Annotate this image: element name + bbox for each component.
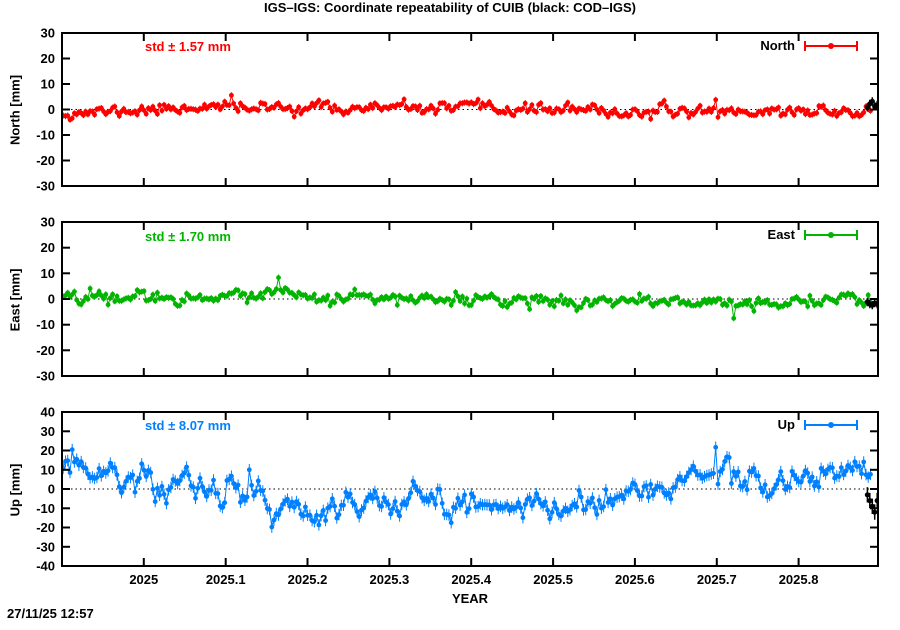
legend-label-north: North [760, 38, 795, 53]
ytick-label: -20 [36, 153, 55, 168]
xtick-label: 2025.2 [288, 572, 328, 587]
ytick-label: -10 [36, 128, 55, 143]
ytick-label: -20 [36, 520, 55, 535]
ytick-label: -30 [36, 369, 55, 384]
ytick-label: -30 [36, 179, 55, 194]
ytick-label: 20 [41, 443, 55, 458]
std-annotation-north: std ± 1.57 mm [145, 39, 231, 54]
ytick-label: -20 [36, 343, 55, 358]
ytick-label: 40 [41, 405, 55, 420]
ytick-label: 0 [48, 292, 55, 307]
xtick-label: 2025 [129, 572, 158, 587]
panel-up-data [62, 441, 878, 533]
xtick-label: 2025.6 [615, 572, 655, 587]
xtick-label: 2025.1 [206, 572, 246, 587]
plot-timestamp: 27/11/25 12:57 [7, 606, 94, 621]
ytick-label: 30 [41, 215, 55, 230]
chart-title: IGS–IGS: Coordinate repeatability of CUI… [263, 0, 636, 15]
std-annotation-east: std ± 1.70 mm [145, 229, 231, 244]
ytick-label: 0 [48, 102, 55, 117]
ytick-label: -10 [36, 317, 55, 332]
xtick-label: 2025.8 [779, 572, 819, 587]
ytick-label: -10 [36, 501, 55, 516]
std-annotation-up: std ± 8.07 mm [145, 418, 231, 433]
xtick-label: 2025.3 [370, 572, 410, 587]
panel-north-data [62, 92, 878, 123]
ytick-label: 10 [41, 266, 55, 281]
x-axis-title: YEAR [451, 591, 489, 606]
ytick-label: 10 [41, 77, 55, 92]
panel-east-data [62, 274, 878, 322]
xtick-label: 2025.5 [533, 572, 573, 587]
ytick-label: 20 [41, 240, 55, 255]
ytick-label: 20 [41, 51, 55, 66]
ytick-label: -30 [36, 539, 55, 554]
ytick-label: 30 [41, 424, 55, 439]
ytick-label: 10 [41, 462, 55, 477]
xtick-label: 2025.7 [697, 572, 737, 587]
ytick-label: 0 [48, 482, 55, 497]
xtick-label: 2025.4 [451, 572, 492, 587]
ytick-label: 30 [41, 26, 55, 41]
legend-label-up: Up [777, 417, 795, 432]
legend-label-east: East [767, 227, 795, 242]
ytick-label: -40 [36, 559, 55, 574]
